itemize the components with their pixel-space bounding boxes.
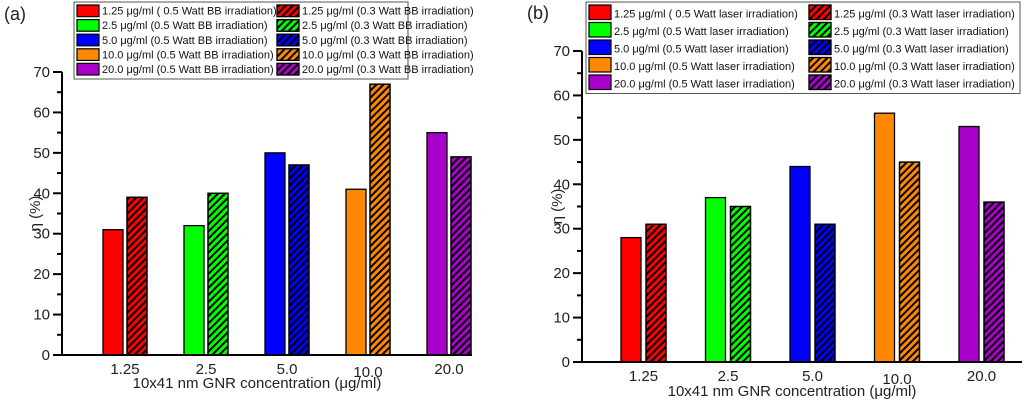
y-tick-label: 70: [33, 64, 50, 81]
y-tick-label: 30: [33, 226, 50, 243]
y-tick-label: 0: [42, 347, 50, 364]
legend-label: 10.0 μg/ml (0.3 Watt BB irradiation): [302, 49, 474, 61]
panel-label: (b): [527, 3, 549, 23]
bar-hatch-overlay: [983, 201, 1005, 363]
legend-label: 1.25 μg/ml (0.3 Watt BB irradiation): [302, 6, 474, 18]
legend-label: 5.0 μg/ml (0.5 Watt laser irradiation): [614, 44, 789, 56]
x-tick-label: 1.25: [110, 361, 139, 378]
legend-label: 10.0 μg/ml (0.3 Watt laser irradiation): [834, 61, 1015, 73]
legend-swatch: [588, 21, 612, 38]
legend-swatch: [76, 62, 100, 76]
x-tick-label: 10.0: [882, 371, 911, 388]
bar-hatch-overlay: [207, 192, 229, 356]
x-tick-label: 20.0: [434, 361, 463, 378]
bar-hatch-overlay: [898, 161, 921, 363]
x-tick-label: 20.0: [967, 368, 996, 385]
y-tick-label: 0: [562, 354, 570, 371]
legend-swatch: [588, 4, 612, 21]
y-tick-label: 10: [553, 310, 570, 327]
bar-hatch-overlay: [126, 196, 148, 356]
legend-swatch-hatch: [808, 74, 832, 91]
panel-a: (a) 1.25 2.5 5.0 10.0 20.0 0 10 20 30 40 50 60 70 10x4…: [4, 1, 474, 392]
bar-hatch-overlay: [288, 164, 310, 356]
legend-label: 2.5 μg/ml (0.5 Watt laser irradiation): [614, 26, 789, 38]
bar-1_25-solid: [102, 229, 124, 356]
y-tick-label: 50: [33, 145, 50, 162]
panel-label: (a): [4, 4, 26, 24]
panel-b: (b) 1.25 2.5 5.0 10.0 20.0 0 10 20 30 40 50 60 70 10x4…: [527, 1, 1022, 400]
x-tick-label: 2.5: [196, 361, 217, 378]
bar-1_25-solid: [620, 236, 642, 363]
bar-2_5-solid: [704, 196, 727, 363]
legend-label: 10.0 μg/ml (0.5 Watt laser irradiation): [614, 61, 795, 73]
legend-label: 1.25 μg/ml ( 0.5 Watt laser irradiation): [614, 9, 798, 21]
bar-20_0-solid: [426, 131, 448, 356]
legend-swatch-hatch: [276, 19, 300, 32]
bar-5_0-solid: [264, 152, 286, 356]
legend-swatch: [76, 19, 100, 32]
y-axis-title: η (%): [549, 189, 566, 225]
legend-label: 20.0 μg/ml (0.3 Watt BB irradiation): [302, 64, 474, 76]
legend-label: 5.0 μg/ml (0.3 Watt laser irradiation): [834, 44, 1009, 56]
bar-hatch-overlay: [369, 83, 391, 356]
x-axis-title: 10x41 nm GNR concentration (μg/ml): [133, 375, 382, 392]
bar-10_0-solid: [873, 112, 896, 363]
legend-swatch-hatch: [276, 48, 300, 61]
bar-hatch-overlay: [814, 223, 836, 363]
bar-hatch-overlay: [645, 223, 667, 363]
legend-label: 10.0 μg/ml (0.5 Watt BB irradiation): [102, 49, 274, 61]
y-axis-title: η (%): [27, 196, 44, 232]
y-tick-label: 20: [553, 265, 570, 282]
legend-label: 20.0 μg/ml (0.5 Watt BB irradiation): [102, 64, 274, 76]
legend-swatch-hatch: [808, 4, 832, 21]
legend-label: 20.0 μg/ml (0.5 Watt laser irradiation): [614, 79, 795, 91]
x-tick-label: 5.0: [802, 368, 823, 385]
legend-box: [585, 1, 1021, 94]
bar-20_0-solid: [958, 125, 980, 363]
legend-label: 1.25 μg/ml ( 0.5 Watt BB irradiation): [102, 6, 277, 18]
legend-box: [73, 1, 409, 80]
legend-label: 20.0 μg/ml (0.3 Watt laser irradiation): [834, 79, 1015, 91]
y-tick-label: 60: [33, 104, 50, 121]
legend-swatch: [588, 56, 612, 73]
legend-label: 5.0 μg/ml (0.3 Watt BB irradiation): [302, 35, 468, 47]
bar-2_5-solid: [183, 224, 205, 356]
y-tick-label: 50: [553, 132, 570, 149]
legend-label: 2.5 μg/ml (0.3 Watt BB irradiation): [302, 20, 468, 32]
y-tick-label: 70: [553, 43, 570, 60]
x-tick-label: 2.5: [718, 368, 739, 385]
legend-swatch: [588, 74, 612, 91]
legend-label: 2.5 μg/ml (0.3 Watt laser irradiation): [834, 26, 1009, 38]
legend-swatch: [76, 48, 100, 61]
y-tick-label: 40: [553, 176, 570, 193]
legend-swatch-hatch: [276, 62, 300, 76]
legend-swatch-hatch: [276, 4, 300, 18]
bar-hatch-overlay: [450, 156, 472, 356]
x-tick-label: 5.0: [277, 361, 298, 378]
legend-swatch-hatch: [276, 33, 300, 47]
bar-5_0-solid: [789, 165, 811, 363]
legend-swatch: [588, 39, 612, 56]
bar-10_0-solid: [345, 188, 367, 356]
legend-swatch-hatch: [808, 39, 832, 56]
x-tick-label: 1.25: [629, 368, 658, 385]
x-tick-label: 10.0: [353, 364, 382, 381]
y-tick-label: 60: [553, 87, 570, 104]
legend-swatch: [76, 33, 100, 47]
y-tick-label: 30: [553, 221, 570, 238]
legend-swatch: [76, 4, 100, 18]
legend-label: 5.0 μg/ml (0.5 Watt BB irradiation): [102, 35, 268, 47]
legend-label: 2.5 μg/ml (0.5 Watt BB irradiation): [102, 20, 268, 32]
legend-swatch-hatch: [808, 21, 832, 38]
y-tick-label: 20: [33, 266, 50, 283]
legend-swatch-hatch: [808, 56, 832, 73]
y-tick-label: 40: [33, 185, 50, 202]
x-axis-title: 10x41 nm GNR concentration (μg/ml): [668, 383, 917, 400]
y-tick-label: 10: [33, 307, 50, 324]
bar-hatch-overlay: [729, 205, 752, 363]
legend-label: 1.25 μg/ml (0.3 Watt laser irradiation): [834, 9, 1015, 21]
